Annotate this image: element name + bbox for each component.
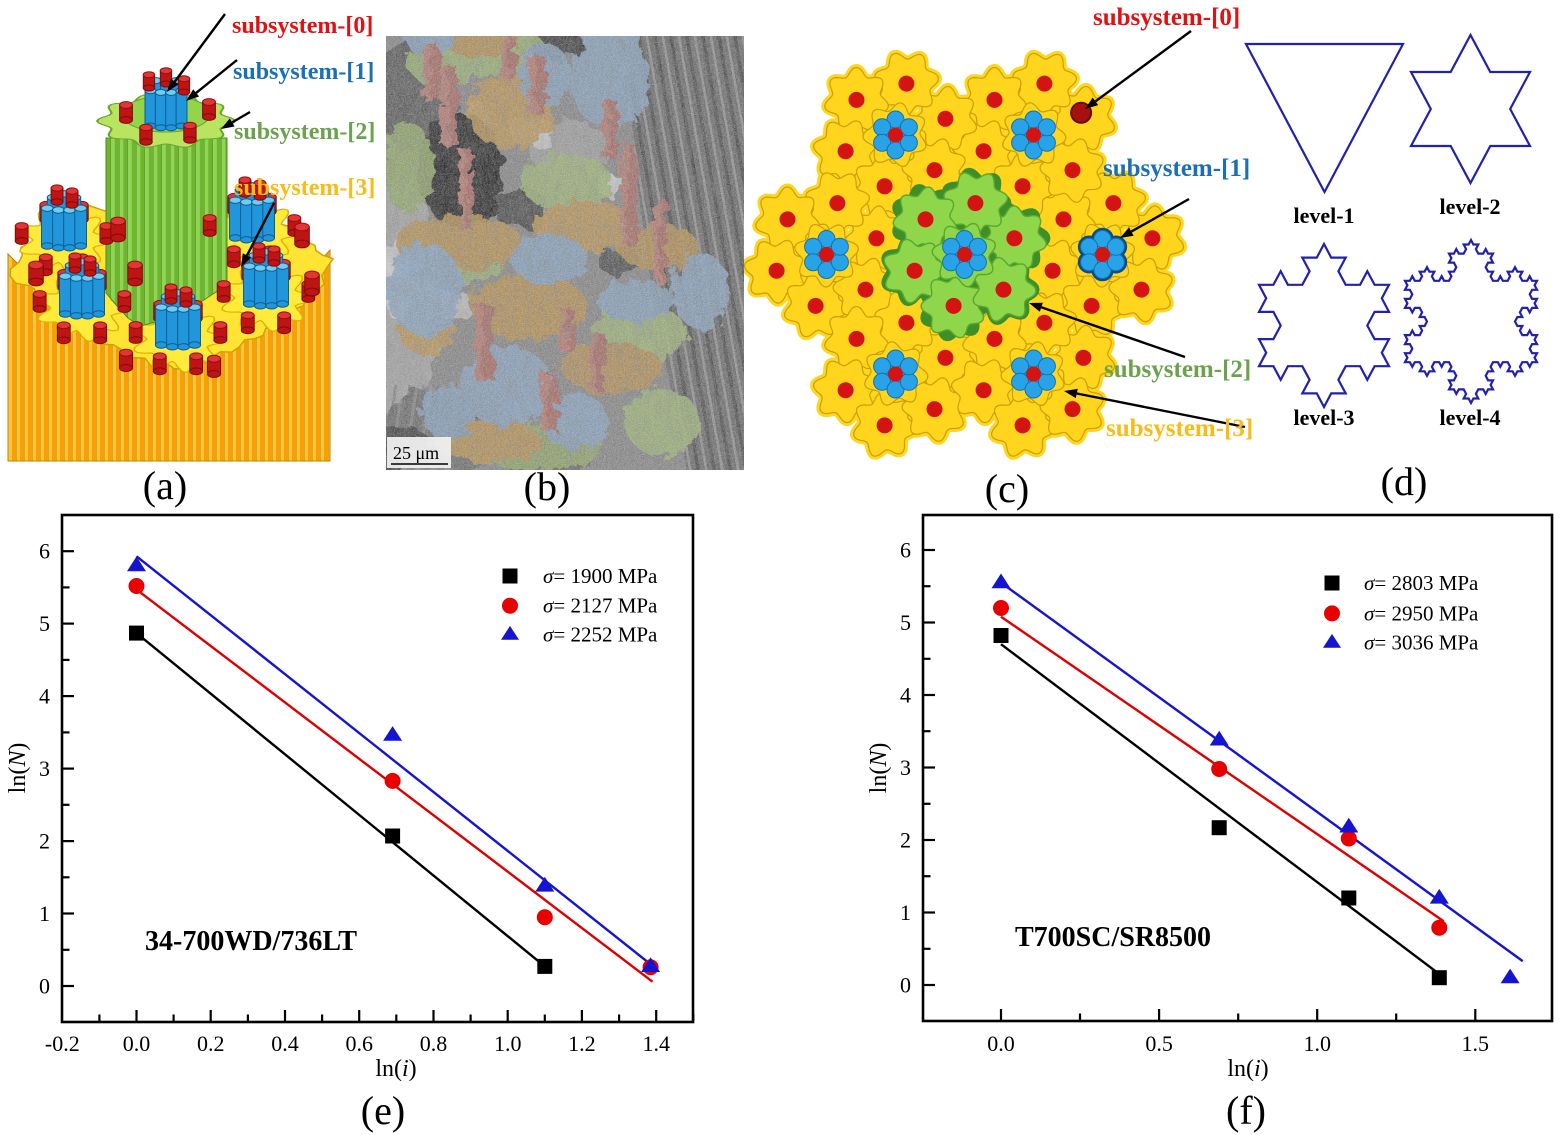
svg-text:(b): (b) [524,464,571,509]
svg-text:subsystem-[2]: subsystem-[2] [234,119,375,145]
svg-text:level-1: level-1 [1293,203,1354,228]
svg-text:subsystem-[3]: subsystem-[3] [1106,415,1253,442]
svg-text:σ= 2127 MPa: σ= 2127 MPa [543,594,658,618]
svg-text:subsystem-[0]: subsystem-[0] [232,13,373,39]
svg-text:3: 3 [900,755,911,780]
svg-text:subsystem-[2]: subsystem-[2] [1104,356,1251,383]
svg-text:σ= 2252 MPa: σ= 2252 MPa [543,623,658,647]
svg-text:34-700WD/736LT: 34-700WD/736LT [145,926,357,957]
svg-text:5: 5 [39,611,50,636]
svg-text:(f): (f) [1226,1088,1266,1133]
svg-text:6: 6 [39,539,50,564]
svg-text:6: 6 [900,538,911,563]
svg-text:ln(N): ln(N) [5,743,31,794]
svg-text:T700SC/SR8500: T700SC/SR8500 [1015,922,1211,953]
svg-text:2: 2 [900,828,911,853]
svg-text:level-2: level-2 [1439,194,1500,219]
svg-text:1: 1 [39,901,50,926]
svg-text:0.4: 0.4 [271,1031,299,1056]
svg-text:3: 3 [39,756,50,781]
svg-text:ln(N): ln(N) [866,743,892,794]
svg-text:0.0: 0.0 [987,1031,1015,1056]
svg-text:ln(i): ln(i) [1227,1056,1268,1082]
svg-text:0.0: 0.0 [123,1031,151,1056]
svg-text:5: 5 [900,610,911,635]
svg-text:σ= 2950 MPa: σ= 2950 MPa [1364,601,1479,625]
svg-text:2: 2 [39,829,50,854]
svg-text:0.5: 0.5 [1145,1031,1173,1056]
svg-text:σ= 1900 MPa: σ= 1900 MPa [543,564,658,588]
svg-text:0.2: 0.2 [197,1031,225,1056]
svg-text:subsystem-[3]: subsystem-[3] [234,175,375,201]
svg-text:(d): (d) [1381,459,1428,504]
svg-text:(a): (a) [143,463,187,508]
svg-text:1.2: 1.2 [568,1031,596,1056]
svg-text:0: 0 [39,974,50,999]
svg-text:σ= 2803 MPa: σ= 2803 MPa [1364,571,1479,595]
svg-text:1.5: 1.5 [1462,1031,1490,1056]
svg-text:25 μm: 25 μm [393,443,439,463]
svg-text:(c): (c) [985,466,1029,511]
svg-text:-0.2: -0.2 [45,1031,80,1056]
svg-text:1.0: 1.0 [494,1031,522,1056]
svg-text:0.6: 0.6 [345,1031,373,1056]
svg-text:1.4: 1.4 [642,1031,670,1056]
svg-text:0.8: 0.8 [420,1031,448,1056]
svg-text:1.0: 1.0 [1303,1031,1331,1056]
svg-text:σ= 3036 MPa: σ= 3036 MPa [1364,631,1479,655]
svg-text:level-3: level-3 [1293,405,1354,430]
svg-text:ln(i): ln(i) [375,1056,416,1082]
svg-text:0: 0 [900,973,911,998]
svg-text:4: 4 [39,684,50,709]
svg-text:subsystem-[1]: subsystem-[1] [233,59,374,85]
svg-text:subsystem-[1]: subsystem-[1] [1103,155,1250,182]
svg-text:4: 4 [900,683,911,708]
svg-text:level-4: level-4 [1439,405,1500,430]
svg-text:1: 1 [900,900,911,925]
svg-text:subsystem-[0]: subsystem-[0] [1093,4,1240,31]
svg-text:(e): (e) [361,1088,405,1133]
